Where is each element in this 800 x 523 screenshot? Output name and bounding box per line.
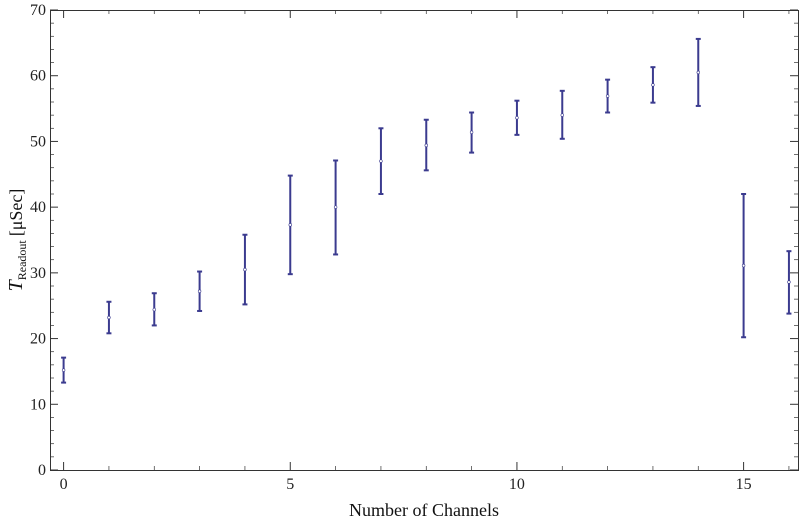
axis-ticks bbox=[50, 9, 798, 471]
error-bar bbox=[605, 78, 611, 114]
y-tick-labels: 0 10 20 30 40 50 60 70 bbox=[30, 2, 46, 479]
y-tick-label: 20 bbox=[30, 331, 46, 348]
error-bar bbox=[106, 300, 112, 335]
y-axis-label-units: [μSec] bbox=[6, 189, 26, 237]
data-point bbox=[61, 368, 66, 372]
error-bar bbox=[695, 37, 701, 107]
error-bar bbox=[559, 89, 565, 140]
data-point bbox=[741, 263, 746, 268]
error-bar bbox=[61, 356, 67, 384]
y-axis-label-symbol: T bbox=[5, 278, 27, 291]
x-axis-label: Number of Channels bbox=[349, 500, 499, 520]
error-bar bbox=[514, 99, 520, 136]
x-tick-label: 5 bbox=[286, 476, 294, 493]
y-tick-label: 70 bbox=[30, 2, 46, 19]
data-point bbox=[515, 116, 519, 120]
data-point bbox=[469, 130, 474, 134]
x-tick-label: 10 bbox=[509, 476, 525, 493]
data-point bbox=[379, 159, 383, 163]
y-tick-label: 40 bbox=[30, 199, 46, 216]
error-bar bbox=[786, 250, 792, 315]
data-point bbox=[288, 223, 292, 227]
data-point bbox=[243, 267, 247, 272]
data-marks bbox=[61, 37, 792, 384]
data-point bbox=[696, 70, 700, 75]
plot-frame bbox=[50, 10, 799, 471]
error-bar bbox=[650, 66, 656, 104]
data-point bbox=[787, 280, 791, 284]
error-bar bbox=[242, 233, 248, 306]
y-tick-label: 0 bbox=[38, 462, 46, 479]
y-tick-label: 10 bbox=[30, 396, 46, 413]
y-tick-label: 60 bbox=[30, 68, 46, 85]
data-point bbox=[651, 83, 655, 87]
data-point bbox=[197, 289, 202, 293]
error-bar bbox=[287, 174, 293, 276]
y-tick-label: 30 bbox=[30, 265, 46, 282]
x-tick-label: 0 bbox=[60, 476, 68, 493]
data-point bbox=[424, 143, 428, 148]
data-point bbox=[560, 113, 564, 117]
data-point bbox=[605, 94, 610, 98]
error-bar bbox=[333, 159, 339, 256]
error-bar bbox=[423, 118, 429, 172]
error-bar bbox=[378, 127, 384, 195]
y-axis-label: TReadout [μSec] bbox=[5, 189, 29, 292]
data-point bbox=[107, 315, 111, 320]
error-bar bbox=[469, 111, 475, 154]
error-bar bbox=[197, 270, 203, 312]
error-bar bbox=[741, 193, 747, 339]
error-bar bbox=[151, 292, 157, 327]
data-point bbox=[152, 307, 156, 312]
data-point bbox=[333, 205, 338, 209]
x-tick-labels: 0 5 10 15 bbox=[60, 476, 752, 493]
y-axis-label-subscript: Readout bbox=[15, 240, 29, 281]
y-tick-label: 50 bbox=[30, 133, 46, 150]
x-tick-label: 15 bbox=[736, 476, 752, 493]
